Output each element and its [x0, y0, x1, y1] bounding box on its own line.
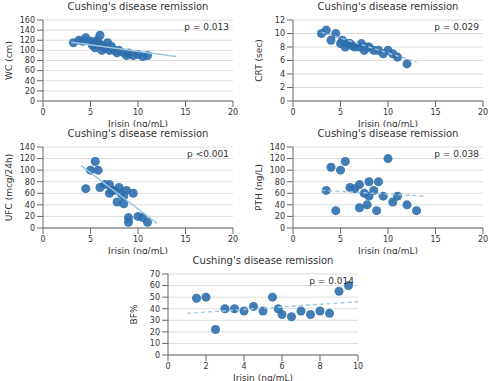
- html-text:p = 0.038: p = 0.038: [434, 149, 479, 159]
- svg-text:Irisin (ng/mL): Irisin (ng/mL): [108, 246, 168, 254]
- svg-text:80: 80: [25, 178, 35, 187]
- svg-text:5: 5: [88, 108, 93, 117]
- svg-text:40: 40: [25, 201, 35, 210]
- svg-text:50: 50: [150, 293, 160, 302]
- svg-text:6: 6: [279, 362, 284, 371]
- svg-text:5: 5: [338, 108, 343, 117]
- svg-text:140: 140: [270, 143, 285, 152]
- svg-text:12: 12: [275, 16, 285, 25]
- svg-text:15: 15: [180, 108, 190, 117]
- svg-text:6: 6: [280, 56, 285, 65]
- svg-text:15: 15: [430, 235, 440, 244]
- svg-text:15: 15: [180, 235, 190, 244]
- svg-text:PTH (ng/L): PTH (ng/L): [255, 164, 264, 211]
- svg-text:0: 0: [280, 97, 285, 106]
- svg-text:0: 0: [165, 362, 170, 371]
- svg-text:40: 40: [150, 305, 160, 314]
- svg-text:CRT (sec): CRT (sec): [255, 39, 264, 81]
- html-text:p = 0.029: p = 0.029: [434, 22, 479, 32]
- svg-text:15: 15: [430, 108, 440, 117]
- svg-text:2: 2: [203, 362, 208, 371]
- svg-text:Irisin (ng/mL): Irisin (ng/mL): [233, 373, 293, 381]
- svg-text:140: 140: [20, 143, 35, 152]
- svg-text:20: 20: [478, 235, 488, 244]
- svg-text:0: 0: [290, 235, 295, 244]
- svg-text:100: 100: [270, 166, 285, 175]
- svg-text:30: 30: [150, 316, 160, 325]
- svg-text:0: 0: [40, 235, 45, 244]
- svg-text:8: 8: [280, 43, 285, 52]
- svg-text:40: 40: [25, 77, 35, 86]
- svg-text:20: 20: [228, 235, 238, 244]
- svg-text:10: 10: [133, 108, 143, 117]
- svg-text:120: 120: [20, 36, 35, 45]
- svg-text:WC (cm): WC (cm): [8, 41, 14, 80]
- svg-text:Irisin (ng/mL): Irisin (ng/mL): [108, 119, 168, 127]
- svg-text:60: 60: [25, 66, 35, 75]
- svg-text:5: 5: [88, 235, 93, 244]
- svg-text:120: 120: [270, 154, 285, 163]
- svg-text:20: 20: [25, 212, 35, 221]
- svg-text:100: 100: [20, 46, 35, 55]
- svg-text:0: 0: [280, 224, 285, 233]
- svg-text:10: 10: [353, 362, 363, 371]
- svg-text:60: 60: [150, 281, 160, 290]
- svg-text:80: 80: [275, 178, 285, 187]
- svg-text:20: 20: [478, 108, 488, 117]
- svg-text:0: 0: [40, 108, 45, 117]
- svg-text:4: 4: [241, 362, 246, 371]
- html-text:p <0.001: p <0.001: [187, 149, 229, 159]
- html-text:p = 0.014: p = 0.014: [309, 276, 354, 286]
- svg-text:70: 70: [150, 270, 160, 279]
- svg-text:160: 160: [20, 16, 35, 25]
- svg-text:10: 10: [133, 235, 143, 244]
- svg-text:UFC (mcg/24h): UFC (mcg/24h): [8, 154, 14, 222]
- html-text:Cushing's disease remission: Cushing's disease remission: [67, 128, 209, 139]
- svg-text:5: 5: [338, 235, 343, 244]
- html-text:Cushing's disease remission: Cushing's disease remission: [192, 255, 334, 266]
- svg-text:8: 8: [317, 362, 322, 371]
- svg-text:140: 140: [20, 26, 35, 35]
- svg-text:20: 20: [275, 212, 285, 221]
- svg-text:40: 40: [275, 201, 285, 210]
- svg-text:20: 20: [228, 108, 238, 117]
- html-text:p = 0.013: p = 0.013: [184, 22, 229, 32]
- svg-text:BF%: BF%: [130, 304, 139, 324]
- svg-text:100: 100: [20, 166, 35, 175]
- html-text:Cushing's disease remission: Cushing's disease remission: [317, 128, 459, 139]
- svg-text:20: 20: [150, 328, 160, 337]
- svg-text:Irisin (ng/mL): Irisin (ng/mL): [358, 246, 418, 254]
- svg-text:10: 10: [150, 339, 160, 348]
- svg-text:120: 120: [20, 154, 35, 163]
- svg-text:10: 10: [383, 108, 393, 117]
- svg-text:4: 4: [280, 70, 285, 79]
- svg-text:60: 60: [25, 189, 35, 198]
- svg-text:0: 0: [30, 224, 35, 233]
- svg-text:10: 10: [275, 29, 285, 38]
- svg-text:20: 20: [25, 87, 35, 96]
- html-text:Cushing's disease remission: Cushing's disease remission: [67, 1, 209, 12]
- svg-text:60: 60: [275, 189, 285, 198]
- svg-text:0: 0: [155, 351, 160, 360]
- svg-text:10: 10: [383, 235, 393, 244]
- html-text:Cushing's disease remission: Cushing's disease remission: [317, 1, 459, 12]
- svg-text:0: 0: [290, 108, 295, 117]
- svg-text:2: 2: [280, 83, 285, 92]
- svg-text:0: 0: [30, 97, 35, 106]
- svg-text:Irisin (ng/mL): Irisin (ng/mL): [358, 119, 418, 127]
- svg-text:80: 80: [25, 56, 35, 65]
